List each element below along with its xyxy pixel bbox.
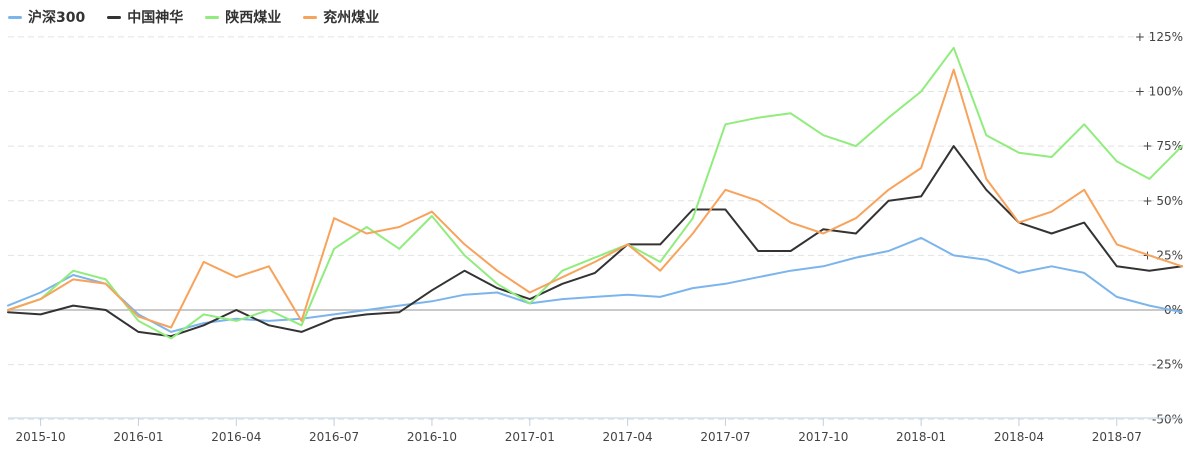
series-line-1	[7, 145, 1183, 338]
x-tick-label: 2016-07	[309, 430, 359, 444]
series-line-3	[7, 68, 1183, 329]
legend-label: 兖州煤业	[323, 10, 380, 26]
series-lines	[7, 46, 1183, 340]
x-tick-label: 2018-01	[896, 430, 946, 444]
legend-item-hs300[interactable]: 沪深300	[8, 7, 85, 27]
legend-item-shaanxi-coal[interactable]: 陕西煤业	[205, 7, 281, 27]
chart-legend: 沪深300 中国神华 陕西煤业 兖州煤业	[8, 6, 379, 28]
legend-item-yanzhou-coal[interactable]: 兖州煤业	[303, 7, 379, 27]
y-tick-label: -25%	[1152, 358, 1183, 372]
legend-swatch	[205, 15, 220, 19]
x-axis: 2015-10 2016-01 2016-04 2016-07 2016-10 2017-…	[8, 417, 1182, 444]
legend-label: 陕西煤业	[225, 10, 282, 26]
x-tick-label: 2017-01	[505, 430, 555, 444]
legend-swatch	[8, 15, 22, 19]
x-tick-label: 2015-10	[16, 430, 66, 444]
y-tick-label: + 50%	[1142, 194, 1183, 208]
y-tick-label: -50%	[1152, 412, 1183, 426]
y-axis-labels: + 125%+ 100%+ 75%+ 50%+ 25%0%-25%-50%	[1135, 30, 1183, 426]
y-tick-label: + 75%	[1142, 139, 1183, 153]
y-tick-label: + 25%	[1142, 248, 1183, 262]
legend-swatch	[303, 15, 318, 19]
x-tick-label: 2016-10	[407, 430, 457, 444]
x-tick-label: 2017-10	[798, 430, 848, 444]
x-tick-label: 2018-04	[994, 430, 1044, 444]
x-tick-label: 2016-01	[113, 430, 163, 444]
series-line-2	[7, 46, 1183, 340]
y-tick-label: + 100%	[1135, 85, 1183, 99]
x-tick-label: 2016-04	[211, 430, 261, 444]
x-tick-label: 2017-04	[603, 430, 653, 444]
legend-label: 沪深300	[28, 10, 86, 26]
x-tick-label: 2018-07	[1092, 430, 1142, 444]
grid-lines	[8, 36, 1182, 420]
legend-swatch	[107, 15, 122, 19]
legend-label: 中国神华	[127, 10, 184, 26]
legend-item-shenhua[interactable]: 中国神华	[107, 7, 183, 27]
x-tick-label: 2017-07	[700, 430, 750, 444]
series-line-0	[7, 236, 1183, 333]
y-tick-label: + 125%	[1135, 30, 1183, 44]
